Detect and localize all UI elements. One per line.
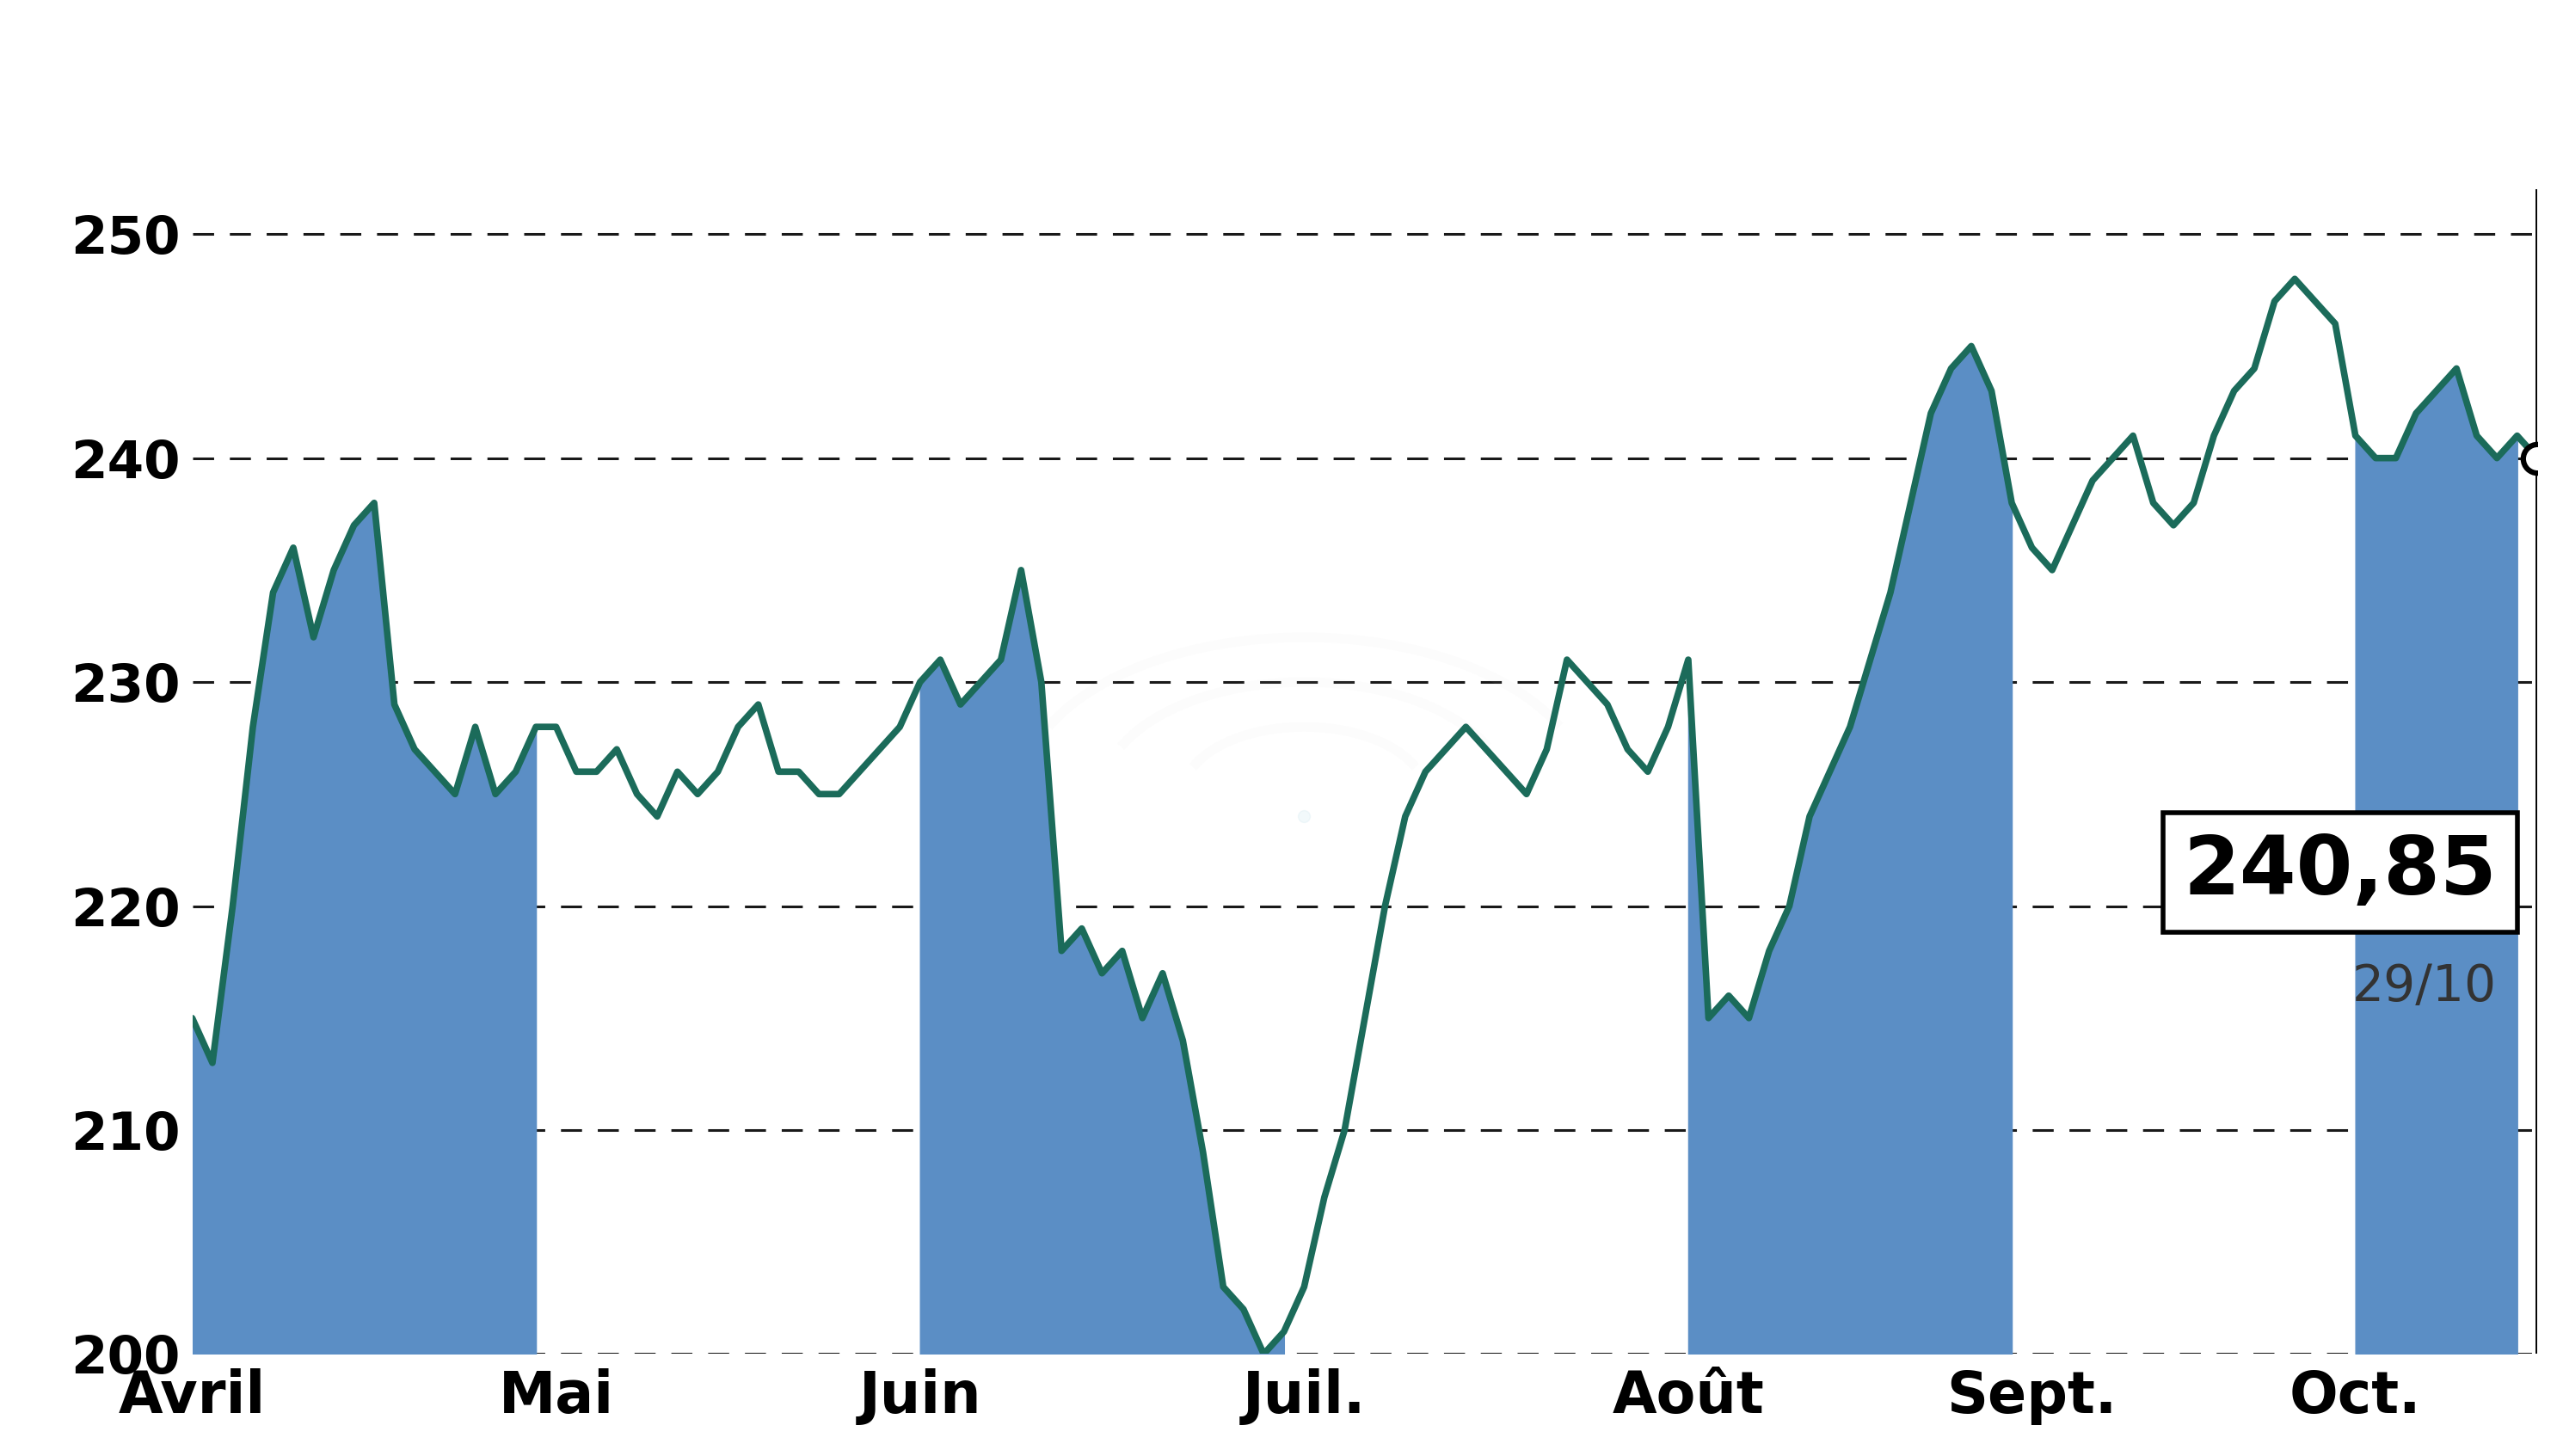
Text: 240,85: 240,85 (2184, 833, 2496, 911)
Text: 29/10: 29/10 (2353, 962, 2496, 1010)
Text: SCHNEIDER ELECTRIC: SCHNEIDER ELECTRIC (523, 23, 2040, 144)
